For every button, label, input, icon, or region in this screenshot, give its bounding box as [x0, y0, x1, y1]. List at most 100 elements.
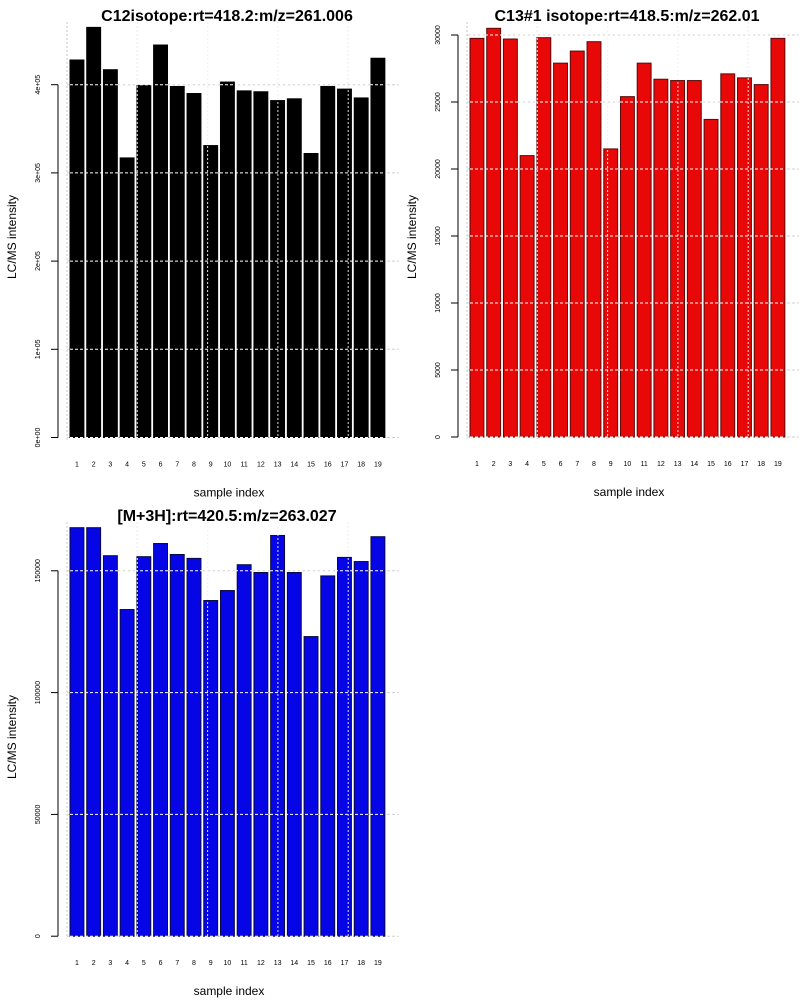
x-tick-label: 17 — [341, 462, 349, 469]
x-axis-title: sample index — [194, 486, 265, 500]
bar-sample-18 — [353, 561, 369, 937]
y-axis: 0 5000 10000 15000 20000 25000 30000 — [435, 25, 459, 439]
y-tick-label: 150000 — [35, 559, 42, 582]
y-tick-label: 25000 — [435, 92, 442, 112]
x-tick-label: 6 — [159, 462, 163, 469]
x-tick-label: 9 — [609, 461, 613, 468]
bar-sample-9 — [203, 145, 219, 438]
x-tick-label: 13 — [274, 960, 282, 967]
x-tick-label: 8 — [192, 462, 196, 469]
bar-sample-15 — [303, 152, 319, 438]
bar-sample-16 — [720, 73, 736, 438]
x-axis: 1 2 3 4 5 6 7 8 9 10 11 12 13 14 15 16 17 18 19 — [75, 960, 382, 967]
bar-sample-18 — [353, 97, 369, 439]
y-tick-label: 1e+05 — [35, 339, 42, 359]
bar-sample-3 — [102, 69, 118, 439]
bar-sample-9 — [203, 600, 219, 937]
y-tick-label: 100000 — [35, 681, 42, 704]
y-axis-title: LC/MS intensity — [405, 195, 419, 279]
x-tick-label: 4 — [525, 461, 529, 468]
x-tick-label: 1 — [475, 461, 479, 468]
bar-sample-10 — [219, 81, 235, 439]
bar-sample-4 — [519, 155, 535, 438]
x-axis: 1 2 3 4 5 6 7 8 9 10 11 12 13 14 15 16 17 18 19 — [75, 462, 382, 469]
x-tick-label: 14 — [690, 461, 698, 468]
x-tick-label: 16 — [724, 461, 732, 468]
bar-sample-7 — [169, 553, 185, 937]
bar-sample-12 — [253, 91, 269, 438]
bar-sample-8 — [186, 93, 202, 439]
x-tick-label: 18 — [357, 960, 365, 967]
bar-sample-6 — [153, 44, 169, 438]
x-tick-label: 12 — [657, 461, 665, 468]
bar-sample-6 — [153, 543, 169, 937]
y-tick-label: 0 — [35, 934, 42, 938]
x-tick-label: 4 — [125, 462, 129, 469]
x-tick-label: 1 — [75, 462, 79, 469]
x-tick-label: 7 — [575, 461, 579, 468]
x-axis-title: sample index — [194, 984, 265, 998]
x-tick-label: 7 — [175, 960, 179, 967]
x-tick-label: 13 — [674, 461, 682, 468]
x-tick-label: 9 — [209, 960, 213, 967]
y-tick-label: 5000 — [435, 362, 442, 378]
x-tick-label: 2 — [92, 462, 96, 469]
bar-sample-7 — [569, 50, 585, 438]
bars — [69, 26, 386, 439]
bar-sample-15 — [303, 636, 319, 937]
x-tick-label: 5 — [142, 462, 146, 469]
bar-sample-5 — [136, 556, 152, 937]
bar-sample-16 — [320, 85, 336, 439]
bar-sample-2 — [486, 27, 502, 438]
x-tick-label: 10 — [624, 461, 632, 468]
y-axis-title: LC/MS intensity — [5, 195, 19, 279]
bars — [69, 527, 386, 937]
bar-sample-2 — [86, 26, 102, 439]
bar-sample-4 — [119, 157, 135, 438]
chart-title: C13#1 isotope:rt=418.5:m/z=262.01 — [494, 8, 759, 25]
bar-sample-14 — [286, 98, 302, 438]
bar-sample-3 — [502, 38, 518, 438]
x-axis-title: sample index — [594, 485, 665, 499]
x-tick-label: 19 — [374, 462, 382, 469]
x-tick-label: 12 — [257, 960, 265, 967]
x-tick-label: 17 — [741, 461, 749, 468]
x-tick-label: 2 — [492, 461, 496, 468]
bar-sample-9 — [603, 148, 619, 438]
x-tick-label: 8 — [192, 960, 196, 967]
bar-sample-3 — [102, 555, 118, 937]
x-tick-label: 15 — [307, 462, 315, 469]
bar-sample-10 — [619, 96, 635, 438]
bar-sample-17 — [337, 88, 352, 439]
bar-sample-1 — [69, 527, 85, 937]
x-tick-label: 15 — [707, 461, 715, 468]
bar-sample-19 — [370, 57, 386, 439]
x-tick-label: 5 — [542, 461, 546, 468]
bar-sample-19 — [770, 37, 786, 438]
x-tick-label: 3 — [108, 960, 112, 967]
x-tick-label: 5 — [142, 960, 146, 967]
y-tick-label: 20000 — [435, 159, 442, 179]
bar-sample-12 — [253, 572, 269, 937]
bar-sample-18 — [753, 84, 769, 438]
x-tick-label: 12 — [257, 462, 265, 469]
bar-sample-14 — [686, 80, 702, 438]
x-tick-label: 7 — [175, 462, 179, 469]
y-axis: 0 50000 100000 150000 — [35, 559, 59, 938]
x-tick-label: 14 — [290, 462, 298, 469]
x-tick-label: 1 — [75, 960, 79, 967]
x-tick-label: 8 — [592, 461, 596, 468]
x-tick-label: 18 — [357, 462, 365, 469]
x-tick-label: 11 — [241, 960, 248, 967]
y-axis: 0e+00 1e+05 2e+05 3e+05 4e+05 — [35, 75, 59, 447]
bar-sample-1 — [469, 37, 485, 438]
y-tick-label: 4e+05 — [35, 75, 42, 95]
x-tick-label: 19 — [374, 960, 382, 967]
x-tick-label: 11 — [641, 461, 648, 468]
x-tick-label: 4 — [125, 960, 129, 967]
x-tick-label: 3 — [508, 461, 512, 468]
bar-sample-15 — [703, 118, 719, 438]
bar-sample-1 — [69, 59, 85, 439]
